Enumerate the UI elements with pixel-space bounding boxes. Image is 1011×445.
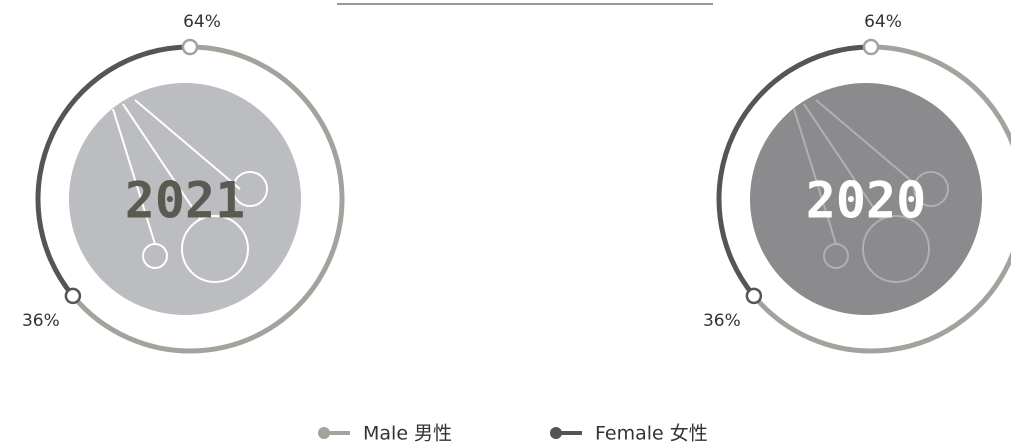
marker — [183, 40, 197, 54]
donut-chart: 64% 36% 2021 — [22, 12, 342, 351]
chart-title: 2020 — [806, 172, 926, 230]
charts: 64% 36% 2021 64% 36% 2020 — [22, 12, 1011, 351]
marker — [747, 289, 761, 303]
marker — [864, 40, 878, 54]
value-label: 36% — [22, 311, 60, 331]
legend-swatch — [550, 427, 562, 439]
legend: Male 男性 Female 女性 — [318, 423, 708, 445]
legend-label: Female 女性 — [595, 423, 708, 445]
infographic: 64% 36% 2021 64% 36% 2020 Male 男性 Female 女性 — [0, 0, 1011, 445]
legend-swatch — [318, 427, 330, 439]
value-label: 36% — [703, 311, 741, 331]
donut-chart: 64% 36% 2020 — [703, 12, 1011, 351]
legend-label: Male 男性 — [363, 423, 452, 445]
chart-title: 2021 — [125, 172, 245, 230]
value-label: 64% — [864, 12, 902, 32]
marker — [66, 289, 80, 303]
value-label: 64% — [183, 12, 221, 32]
